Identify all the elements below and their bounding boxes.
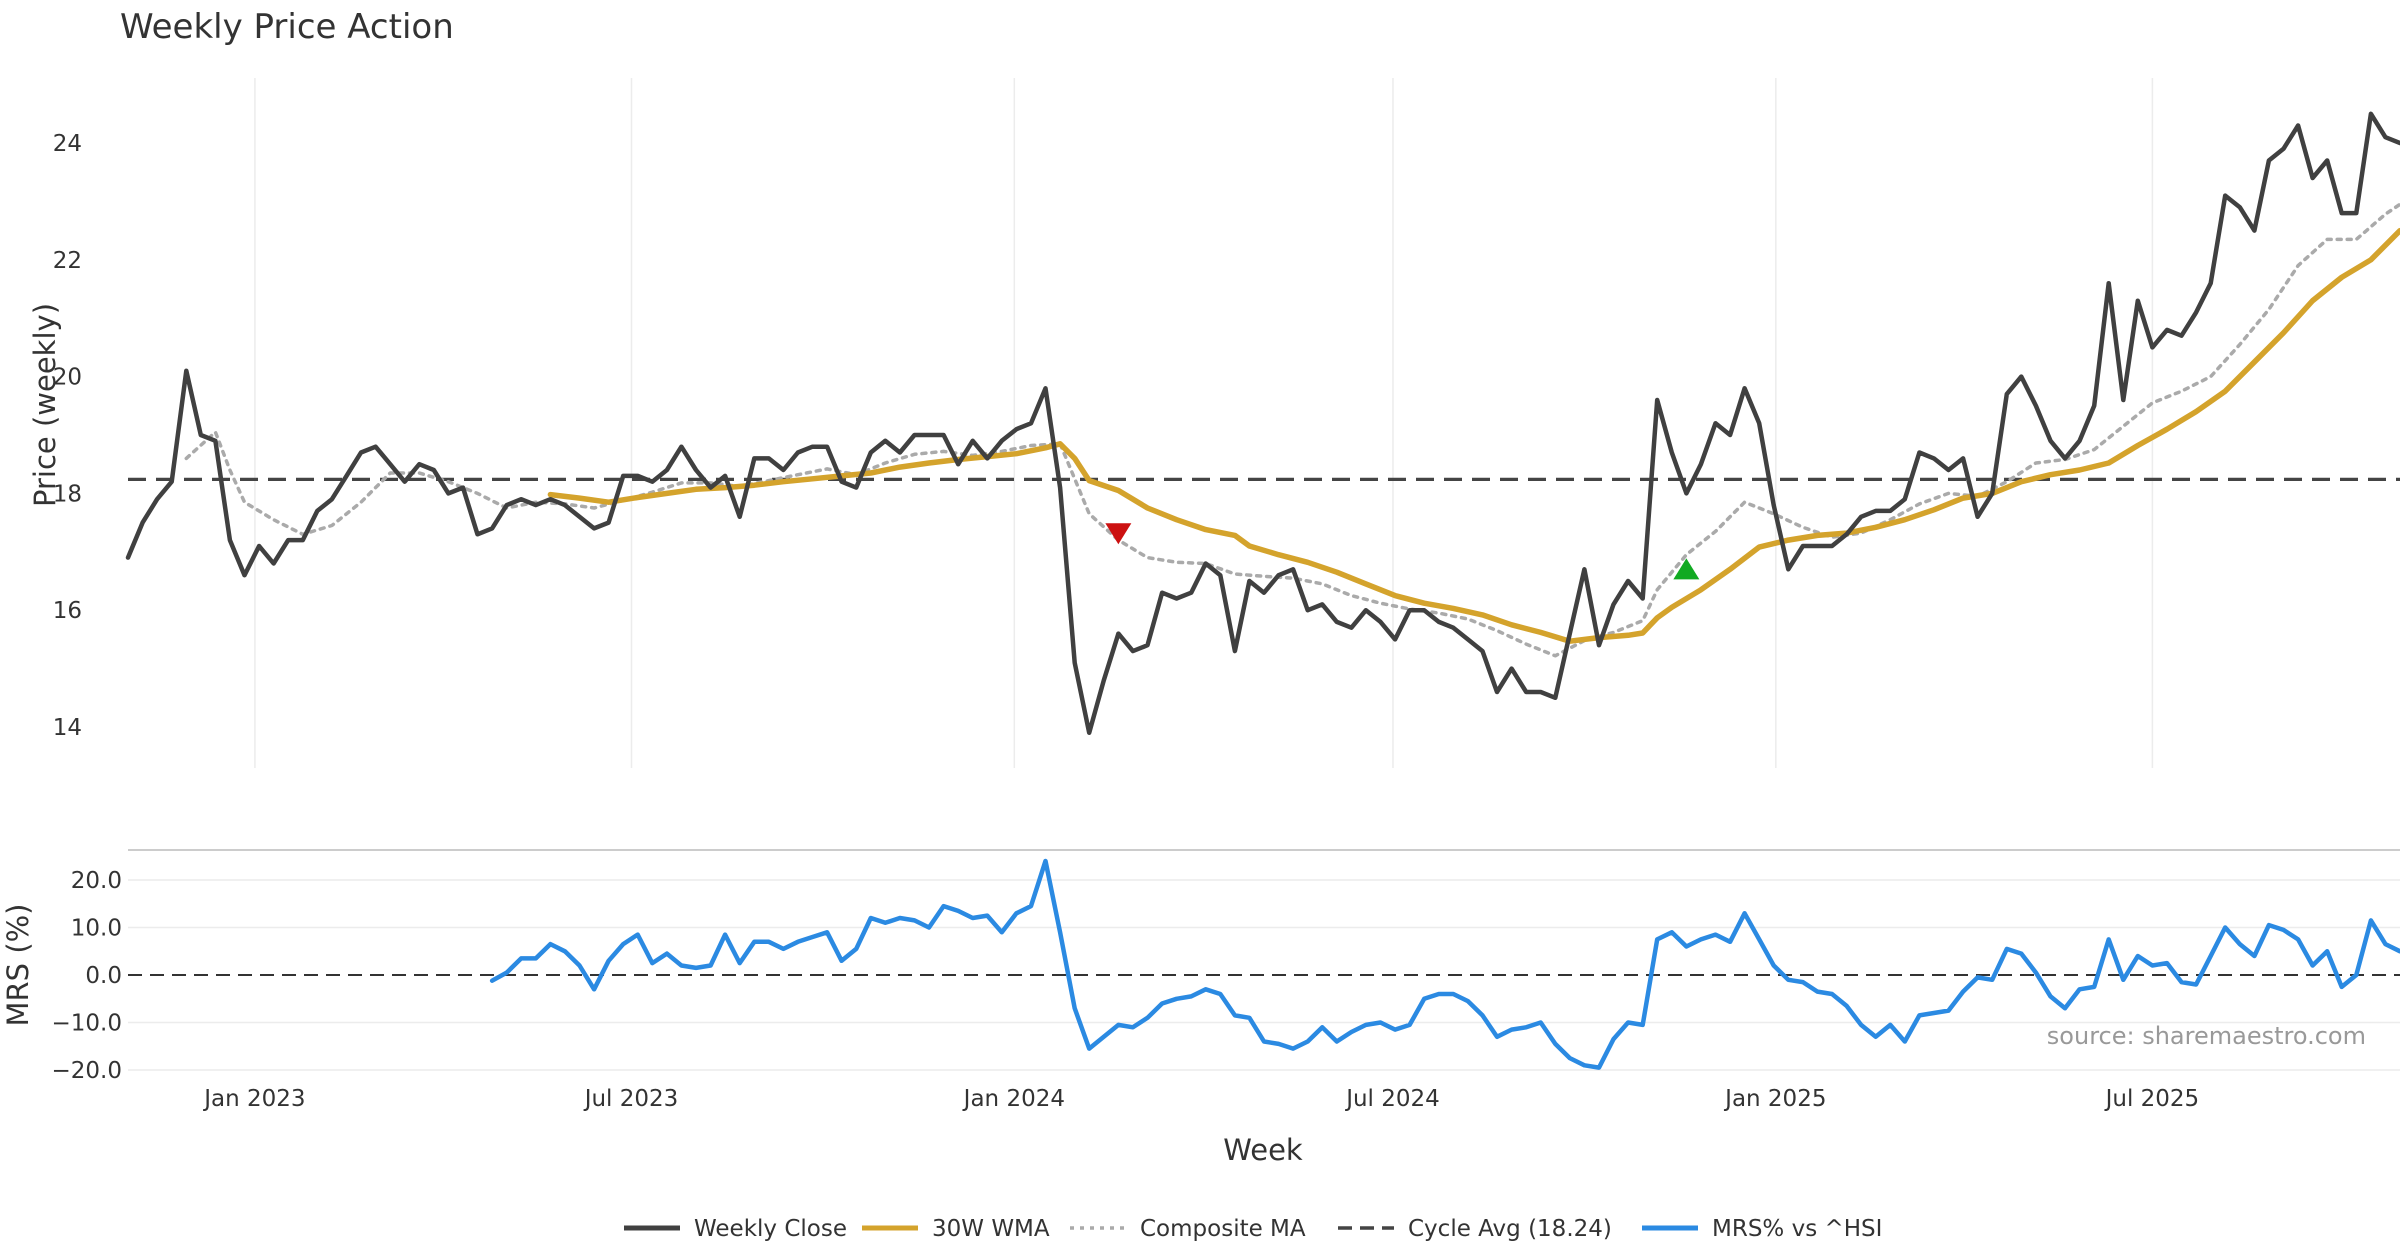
x-tick-5: Jul 2025 [2104, 1086, 2200, 1112]
x-tick-0: Jan 2023 [202, 1086, 305, 1112]
mrs-y-tick-4: −20.0 [52, 1058, 122, 1084]
weekly-close-line [125, 111, 2400, 736]
signal-markers [1105, 523, 1700, 580]
mrs-gridlines [128, 879, 2400, 1071]
main-y-tick-18: 18 [53, 481, 82, 507]
legend-label-3: Cycle Avg (18.24) [1408, 1216, 1612, 1242]
main-y-tick-16: 16 [53, 598, 82, 624]
legend: Weekly Close 30W WMA Composite MA Cycle Avg… [624, 1216, 1882, 1242]
main-y-tick-22: 22 [53, 248, 82, 274]
legend-label-0: Weekly Close [694, 1216, 847, 1242]
mrs-y-tick-0: 20.0 [71, 868, 122, 894]
x-tick-4: Jan 2025 [1723, 1086, 1826, 1112]
main-gridlines [254, 78, 2154, 768]
source-credit: source: sharemaestro.com [2047, 1022, 2366, 1050]
chart-title: Weekly Price Action [120, 7, 454, 47]
main-y-tick-14: 14 [53, 715, 82, 741]
main-y-ticks: 14 16 18 20 22 24 [53, 131, 82, 741]
main-y-tick-24: 24 [53, 131, 82, 157]
mrs-y-tick-3: −10.0 [52, 1011, 122, 1037]
mrs-y-tick-1: 10.0 [71, 916, 122, 942]
x-axis-label: Week [1223, 1133, 1303, 1167]
legend-label-1: 30W WMA [932, 1216, 1050, 1242]
mrs-line [489, 858, 2400, 1070]
buy-signal-marker [1673, 558, 1700, 580]
x-tick-3: Jul 2024 [1344, 1086, 1440, 1112]
main-y-tick-20: 20 [53, 365, 82, 391]
mrs-series [489, 858, 2400, 1070]
main-y-axis-label: Price (weekly) [28, 303, 62, 507]
sell-signal-marker [1105, 523, 1132, 545]
30w-wma-line [547, 227, 2400, 644]
mrs-y-tick-2: 0.0 [85, 963, 122, 989]
x-axis-ticks: Jan 2023 Jul 2023 Jan 2024 Jul 2024 Jan 2025… [202, 1086, 2199, 1112]
x-tick-2: Jan 2024 [962, 1086, 1065, 1112]
legend-label-2: Composite MA [1140, 1216, 1306, 1242]
x-tick-1: Jul 2023 [583, 1086, 679, 1112]
mrs-y-ticks: 20.0 10.0 0.0 −10.0 −20.0 [52, 868, 122, 1084]
main-series [125, 111, 2400, 736]
legend-label-4: MRS% vs ^HSI [1712, 1216, 1882, 1242]
mrs-y-axis-label: MRS (%) [1, 904, 35, 1027]
